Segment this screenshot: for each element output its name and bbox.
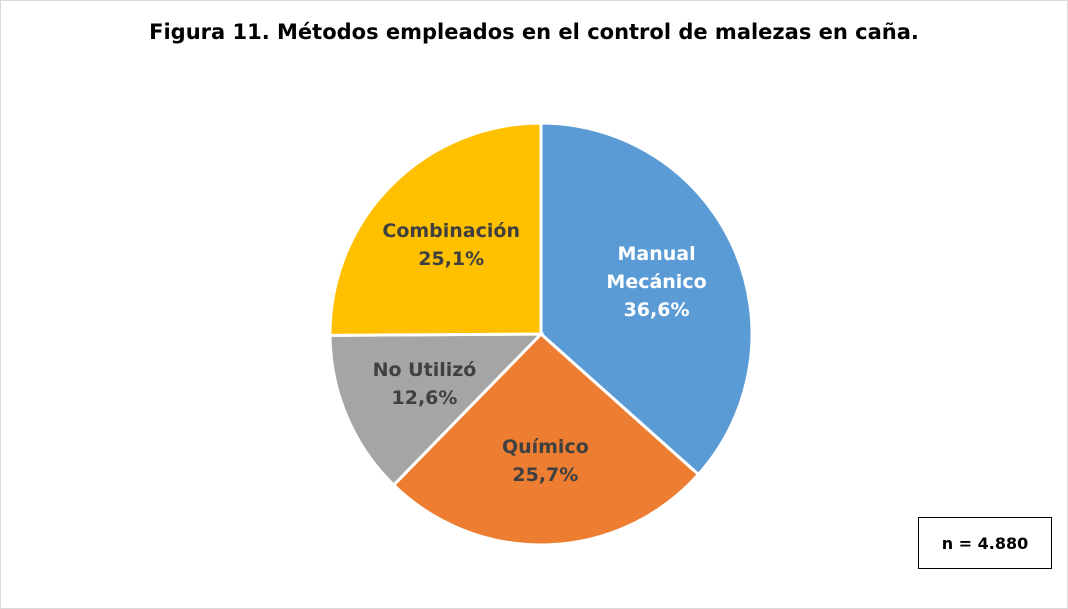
- value-label: 12,6%: [391, 386, 458, 409]
- value-label: 36,6%: [623, 299, 690, 322]
- category-label: Combinación: [382, 219, 520, 242]
- pie-slice: [391, 331, 701, 547]
- pie-slice: [328, 332, 545, 488]
- value-label: 25,1%: [418, 247, 485, 270]
- slice-label: Combinación 25,1%: [376, 217, 526, 273]
- slice-label: No Utilizó 12,6%: [349, 356, 499, 412]
- slice-label: Químico 25,7%: [470, 433, 620, 489]
- value-label: 25,7%: [512, 463, 579, 486]
- chart-title: Figura 11. Métodos empleados en el contr…: [149, 20, 919, 44]
- category-label: No Utilizó: [372, 358, 477, 381]
- slice-label: Manual Mecánico 36,6%: [582, 240, 732, 324]
- pie-slice: [328, 121, 543, 337]
- annotation: n = 4.880: [918, 517, 1052, 569]
- category-label: Químico: [501, 435, 589, 458]
- category-label: Manual Mecánico: [606, 243, 707, 294]
- pie-slice: [539, 121, 754, 477]
